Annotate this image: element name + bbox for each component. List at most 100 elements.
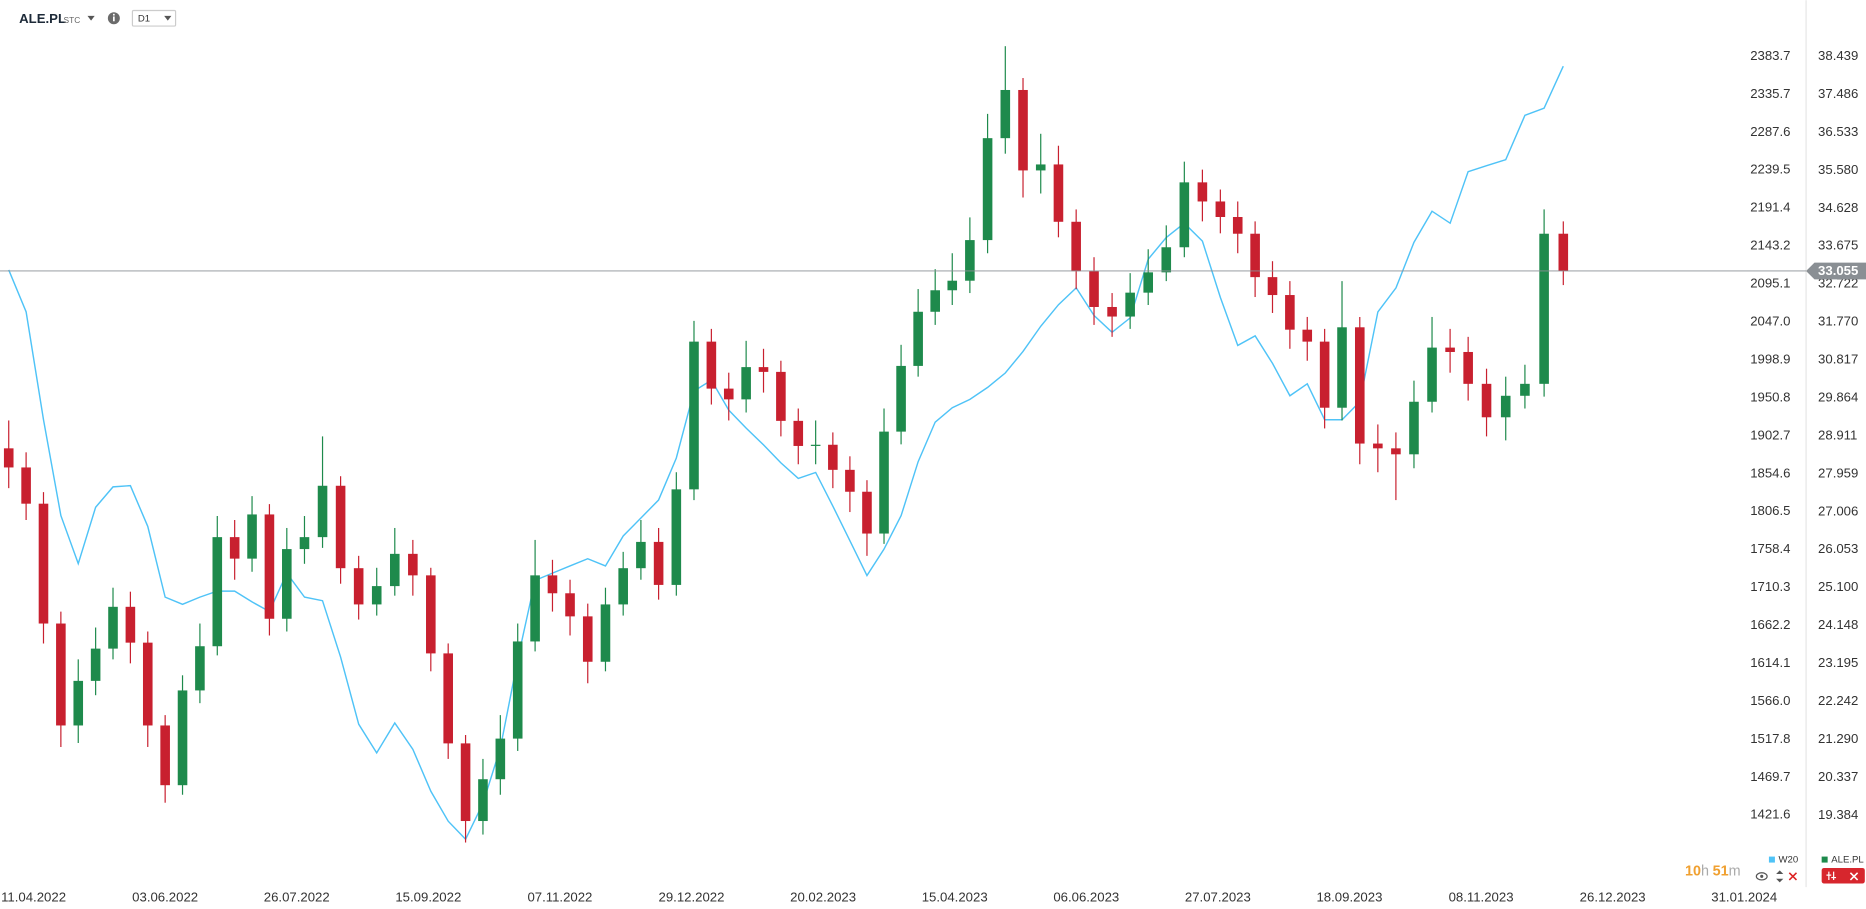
x-tick-label: 26.12.2023 <box>1580 889 1646 904</box>
candle-body <box>776 371 786 421</box>
candle-body <box>1215 201 1226 218</box>
header[interactable]: ALE.PL STC D1 <box>19 9 177 27</box>
candle-body <box>460 743 471 822</box>
legend-label: ALE.PL <box>1831 855 1864 866</box>
legend: W20 ALE.PL <box>1768 855 1864 866</box>
candle-body <box>1409 401 1419 455</box>
candle-body <box>547 575 558 594</box>
candle-body <box>653 541 664 585</box>
x-tick-label: 27.07.2023 <box>1185 889 1251 904</box>
candle-body <box>1391 448 1401 455</box>
candle-body <box>845 469 855 492</box>
candle-body <box>1143 272 1154 293</box>
y-tick-label: 25.100 <box>1818 579 1858 594</box>
remove-icon[interactable] <box>1788 872 1798 881</box>
last-price-label: 33.055 <box>1818 263 1858 278</box>
y-tick-label: 31.770 <box>1818 314 1858 329</box>
y2-tick-label: 2335.7 <box>1750 86 1790 101</box>
y-tick-label: 19.384 <box>1818 807 1858 822</box>
candle-body <box>495 738 506 780</box>
y-tick-label: 26.053 <box>1818 541 1858 556</box>
candle-body <box>1197 182 1208 202</box>
candle-body <box>212 537 223 647</box>
candle-body <box>1373 443 1383 449</box>
candle-body <box>56 623 66 726</box>
candle-body <box>1053 164 1064 222</box>
candle-body <box>512 641 523 739</box>
y-tick-label: 23.195 <box>1818 655 1858 670</box>
candle-body <box>793 420 804 446</box>
interval-dropdown <box>164 15 172 21</box>
y2-tick-label: 1950.8 <box>1750 389 1790 404</box>
y-tick-label: 21.290 <box>1818 731 1858 746</box>
candle-body <box>862 491 872 534</box>
y2-tick-label: 1469.7 <box>1750 769 1790 784</box>
interval-select[interactable] <box>131 9 177 27</box>
y-tick-label: 22.242 <box>1818 693 1858 708</box>
candle-body <box>1285 295 1295 330</box>
y-tick-label: 34.628 <box>1818 200 1858 215</box>
candle-body <box>1161 247 1172 273</box>
y-tick-label: 38.439 <box>1818 48 1858 63</box>
y2-tick-label: 1710.3 <box>1750 579 1790 594</box>
x-tick-label: 15.04.2023 <box>922 889 988 904</box>
countdown: 10h 51m <box>1685 863 1741 879</box>
symbol[interactable]: ALE.PL <box>19 11 66 26</box>
y2-tick-label: 1517.8 <box>1750 731 1790 746</box>
candle-body <box>247 514 257 559</box>
y-tick-label: 37.486 <box>1818 86 1858 101</box>
candle-body <box>389 553 400 587</box>
x-tick-label: 31.01.2024 <box>1711 889 1777 904</box>
y-tick-label: 33.675 <box>1818 238 1858 253</box>
y2-tick-label: 2095.1 <box>1750 276 1790 291</box>
candle-body <box>1089 271 1099 307</box>
candle-body <box>1035 164 1046 171</box>
chart-controls[interactable] <box>1755 867 1865 884</box>
candle-body <box>125 606 136 643</box>
candle-body <box>177 690 188 786</box>
candle-body <box>1539 233 1549 384</box>
candle-body <box>1018 89 1028 171</box>
candle-body <box>565 593 575 617</box>
interval: D1 <box>138 13 150 24</box>
y2-tick-label: 1566.0 <box>1750 693 1790 708</box>
close-glyph <box>1849 872 1859 881</box>
plot-area: 11.04.2022 03.06.2022 26.07.2022 15.09.2022… <box>0 46 1866 904</box>
reorder-icon[interactable] <box>1776 870 1784 883</box>
y2-tick-label: 1662.2 <box>1750 617 1790 632</box>
settings-button[interactable] <box>1821 867 1865 884</box>
candle-body <box>1000 89 1011 139</box>
eye-icon[interactable] <box>1755 872 1768 881</box>
candle-body <box>299 537 310 550</box>
candle-body <box>582 616 593 662</box>
x-tick-label: 11.04.2022 <box>1 889 66 904</box>
candle-body <box>1302 329 1313 342</box>
candle-body <box>896 365 906 432</box>
x-tick-label: 03.06.2022 <box>132 889 198 904</box>
candle-body <box>1445 347 1455 352</box>
candle-body <box>38 503 49 624</box>
candle-body <box>160 725 170 786</box>
candle-body <box>810 444 821 446</box>
candle-body <box>1319 341 1330 408</box>
y2-tick-label: 1902.7 <box>1750 427 1790 442</box>
y2-tick-label: 2047.0 <box>1750 314 1790 329</box>
legend-swatch <box>1821 856 1828 863</box>
candle-body <box>1463 351 1473 384</box>
candle-body <box>671 489 682 585</box>
x-tick-label: 06.06.2023 <box>1053 889 1119 904</box>
x-tick-label: 15.09.2022 <box>395 889 461 904</box>
x-tick-label: 26.07.2022 <box>264 889 330 904</box>
countdown-unit: h <box>1701 863 1709 879</box>
symbol-dropdown[interactable] <box>87 15 95 21</box>
y2-tick-label: 1806.5 <box>1750 503 1790 518</box>
candle-body <box>317 485 328 538</box>
market: STC <box>64 15 81 25</box>
y2-tick-label: 1998.9 <box>1750 351 1790 366</box>
y-tick-label: 27.959 <box>1818 465 1858 480</box>
candle-body <box>73 680 84 726</box>
legend-swatch <box>1768 856 1775 863</box>
candle-body <box>408 553 418 576</box>
